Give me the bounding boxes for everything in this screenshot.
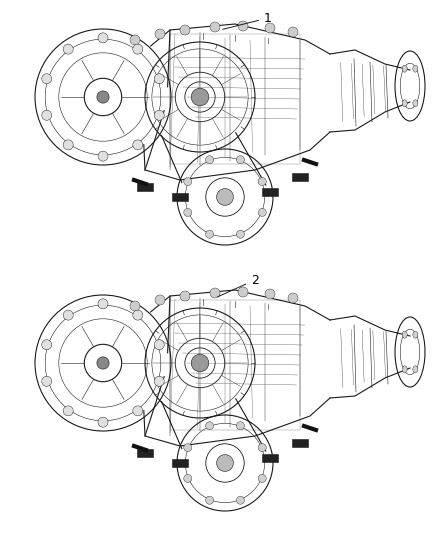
Ellipse shape — [42, 74, 52, 84]
Ellipse shape — [63, 44, 73, 54]
Ellipse shape — [402, 65, 407, 72]
Ellipse shape — [402, 331, 407, 338]
Ellipse shape — [258, 443, 266, 451]
Ellipse shape — [97, 357, 109, 369]
Ellipse shape — [205, 496, 214, 504]
Ellipse shape — [154, 110, 164, 120]
Bar — [292, 173, 308, 181]
Ellipse shape — [154, 340, 164, 350]
Circle shape — [130, 35, 140, 45]
Circle shape — [238, 287, 248, 297]
Ellipse shape — [217, 189, 233, 205]
Ellipse shape — [98, 151, 108, 161]
Ellipse shape — [63, 310, 73, 320]
Ellipse shape — [97, 91, 109, 103]
Bar — [172, 459, 188, 467]
Circle shape — [155, 29, 165, 39]
Ellipse shape — [184, 443, 192, 451]
Circle shape — [210, 288, 220, 298]
Ellipse shape — [205, 422, 214, 430]
Circle shape — [265, 289, 275, 299]
Ellipse shape — [413, 100, 418, 107]
Ellipse shape — [98, 299, 108, 309]
Ellipse shape — [413, 331, 418, 338]
Ellipse shape — [237, 422, 244, 430]
Ellipse shape — [184, 474, 192, 482]
Ellipse shape — [184, 177, 192, 185]
Bar — [137, 183, 153, 191]
Ellipse shape — [217, 455, 233, 471]
Circle shape — [238, 21, 248, 31]
Circle shape — [265, 23, 275, 33]
Ellipse shape — [191, 88, 209, 106]
Circle shape — [180, 291, 190, 301]
Bar — [262, 454, 278, 462]
Ellipse shape — [402, 100, 407, 107]
Ellipse shape — [42, 110, 52, 120]
Ellipse shape — [133, 140, 143, 150]
Bar — [292, 439, 308, 447]
Ellipse shape — [413, 65, 418, 72]
Ellipse shape — [258, 208, 266, 216]
Ellipse shape — [205, 156, 214, 164]
Ellipse shape — [191, 354, 209, 372]
Bar — [172, 193, 188, 201]
Ellipse shape — [42, 340, 52, 350]
Ellipse shape — [63, 406, 73, 416]
Ellipse shape — [413, 366, 418, 373]
Ellipse shape — [258, 177, 266, 185]
Ellipse shape — [42, 376, 52, 386]
Ellipse shape — [237, 156, 244, 164]
Ellipse shape — [98, 33, 108, 43]
Ellipse shape — [98, 417, 108, 427]
Ellipse shape — [154, 74, 164, 84]
Circle shape — [155, 295, 165, 305]
Ellipse shape — [184, 208, 192, 216]
Circle shape — [288, 293, 298, 303]
Text: 2: 2 — [218, 273, 259, 297]
Ellipse shape — [237, 496, 244, 504]
Circle shape — [180, 25, 190, 35]
Ellipse shape — [63, 140, 73, 150]
Ellipse shape — [402, 366, 407, 373]
Ellipse shape — [258, 474, 266, 482]
Ellipse shape — [133, 406, 143, 416]
Circle shape — [130, 301, 140, 311]
Ellipse shape — [205, 230, 214, 238]
Text: 1: 1 — [223, 12, 272, 29]
Ellipse shape — [237, 230, 244, 238]
Circle shape — [210, 22, 220, 32]
Ellipse shape — [133, 44, 143, 54]
Circle shape — [288, 27, 298, 37]
Bar — [137, 449, 153, 457]
Bar — [262, 188, 278, 196]
Ellipse shape — [133, 310, 143, 320]
Ellipse shape — [154, 376, 164, 386]
